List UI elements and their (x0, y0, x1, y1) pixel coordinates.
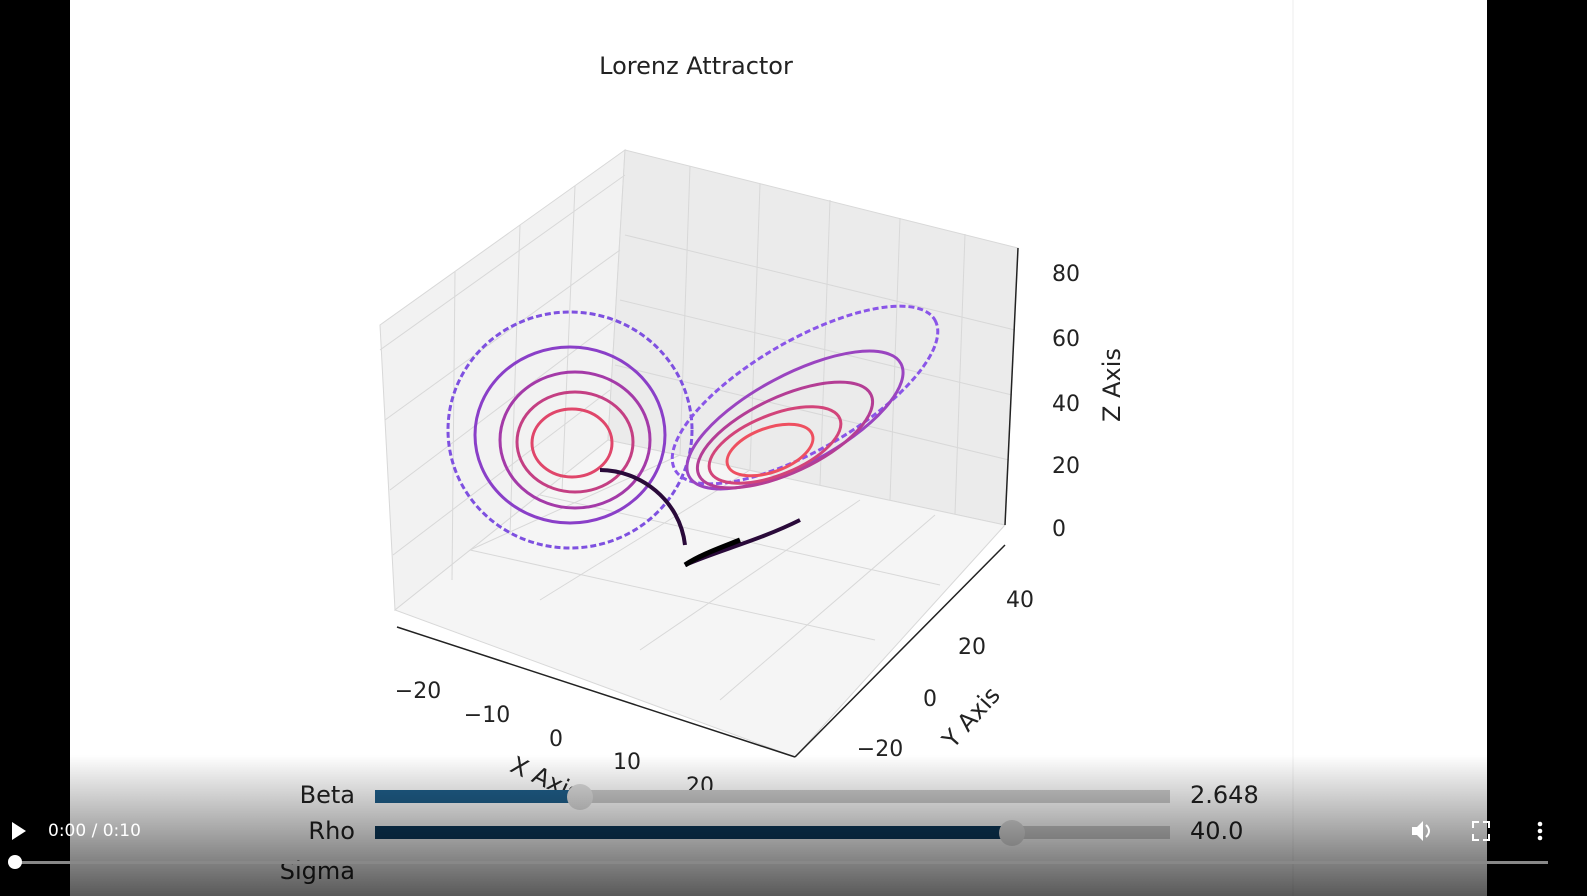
fullscreen-button[interactable] (1472, 821, 1490, 841)
lorenz-trajectory (446, 304, 940, 568)
axis-lines (396, 247, 1019, 758)
progress-bar[interactable] (15, 861, 1548, 864)
volume-button[interactable] (1412, 821, 1430, 841)
y-tick-label: 0 (923, 687, 937, 712)
z-ticks: 0 20 40 60 80 Z Axis (1052, 262, 1126, 542)
progress-knob[interactable] (8, 855, 22, 869)
menu-button[interactable] (1537, 821, 1543, 841)
play-button[interactable] (12, 822, 26, 840)
z-axis-label: Z Axis (1098, 348, 1126, 422)
x-tick-label: −10 (464, 703, 510, 728)
z-tick-label: 80 (1052, 262, 1080, 287)
z-tick-label: 20 (1052, 454, 1080, 479)
controls-shade (0, 755, 1587, 896)
z-tick-label: 0 (1052, 517, 1066, 542)
x-tick-label: 0 (549, 727, 563, 752)
z-tick-label: 60 (1052, 327, 1080, 352)
z-tick-label: 40 (1052, 392, 1080, 417)
y-tick-label: 40 (1006, 588, 1034, 613)
figure-title: Lorenz Attractor (599, 52, 793, 80)
time-display: 0:00 / 0:10 (48, 821, 141, 841)
y-tick-label: 20 (958, 635, 986, 660)
x-tick-label: −20 (395, 679, 441, 704)
